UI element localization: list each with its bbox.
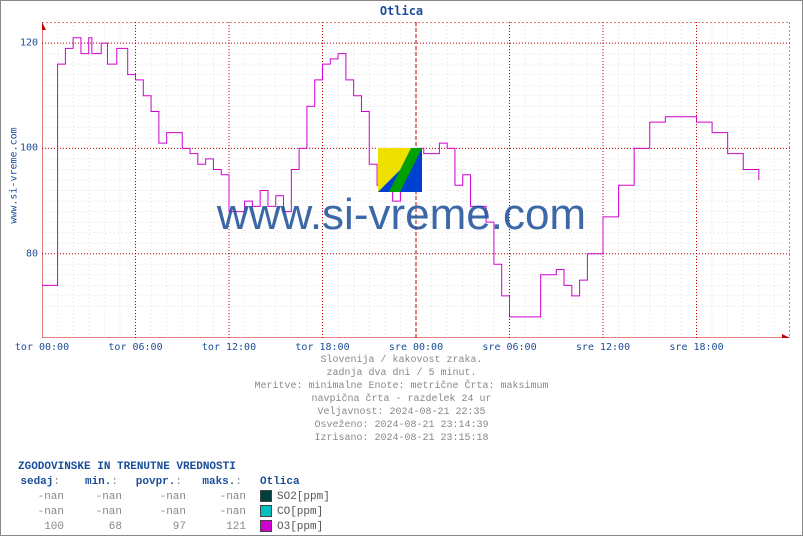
stats-table-header: sedaj: min.: povpr.: maks.: Otlica — [18, 475, 380, 490]
legend-swatch — [260, 505, 272, 517]
cell-legend: SO2[ppm] — [246, 490, 380, 505]
cell-maks: -nan — [186, 490, 246, 505]
stats-table: ZGODOVINSKE IN TRENUTNE VREDNOSTI sedaj:… — [18, 460, 380, 535]
legend-swatch — [260, 520, 272, 532]
cell-maks: 121 — [186, 520, 246, 535]
y-tick-label: 80 — [14, 248, 38, 259]
watermark-logo — [378, 148, 422, 192]
th-min: min. — [85, 476, 111, 488]
cell-min: 68 — [64, 520, 122, 535]
cell-povpr: 97 — [122, 520, 186, 535]
legend-swatch — [260, 490, 272, 502]
footer-line: Osveženo: 2024-08-21 23:14:39 — [0, 419, 803, 432]
chart-title: Otlica — [0, 4, 803, 18]
cell-maks: -nan — [186, 505, 246, 520]
y-axis-source-label: www.si-vreme.com — [9, 106, 20, 246]
chart-footer-info: Slovenija / kakovost zraka.zadnja dva dn… — [0, 354, 803, 445]
x-tick-label: sre 12:00 — [576, 342, 630, 353]
th-maks: maks. — [202, 476, 235, 488]
x-tick-label: sre 00:00 — [389, 342, 443, 353]
x-tick-label: sre 18:00 — [669, 342, 723, 353]
cell-min: -nan — [64, 505, 122, 520]
cell-legend: O3[ppm] — [246, 520, 380, 535]
th-sedaj: sedaj — [20, 476, 53, 488]
y-tick-label: 100 — [14, 143, 38, 154]
x-tick-label: tor 00:00 — [15, 342, 69, 353]
footer-line: Izrisano: 2024-08-21 23:15:18 — [0, 432, 803, 445]
footer-line: navpična črta - razdelek 24 ur — [0, 393, 803, 406]
cell-sedaj: -nan — [18, 490, 64, 505]
y-tick-label: 120 — [14, 38, 38, 49]
cell-povpr: -nan — [122, 490, 186, 505]
th-povpr: povpr. — [136, 476, 176, 488]
table-row: -nan-nan-nan-nanSO2[ppm] — [18, 490, 380, 505]
cell-povpr: -nan — [122, 505, 186, 520]
cell-min: -nan — [64, 490, 122, 505]
x-tick-label: tor 12:00 — [202, 342, 256, 353]
x-tick-label: tor 18:00 — [295, 342, 349, 353]
table-row: 1006897121O3[ppm] — [18, 520, 380, 535]
footer-line: Slovenija / kakovost zraka. — [0, 354, 803, 367]
th-legend: Otlica — [260, 476, 300, 488]
footer-line: Meritve: minimalne Enote: metrične Črta:… — [0, 380, 803, 393]
cell-legend: CO[ppm] — [246, 505, 380, 520]
cell-sedaj: 100 — [18, 520, 64, 535]
footer-line: zadnja dva dni / 5 minut. — [0, 367, 803, 380]
x-tick-label: tor 06:00 — [108, 342, 162, 353]
stats-table-title: ZGODOVINSKE IN TRENUTNE VREDNOSTI — [18, 460, 380, 475]
cell-sedaj: -nan — [18, 505, 64, 520]
footer-line: Veljavnost: 2024-08-21 22:35 — [0, 406, 803, 419]
x-tick-label: sre 06:00 — [482, 342, 536, 353]
table-row: -nan-nan-nan-nanCO[ppm] — [18, 505, 380, 520]
